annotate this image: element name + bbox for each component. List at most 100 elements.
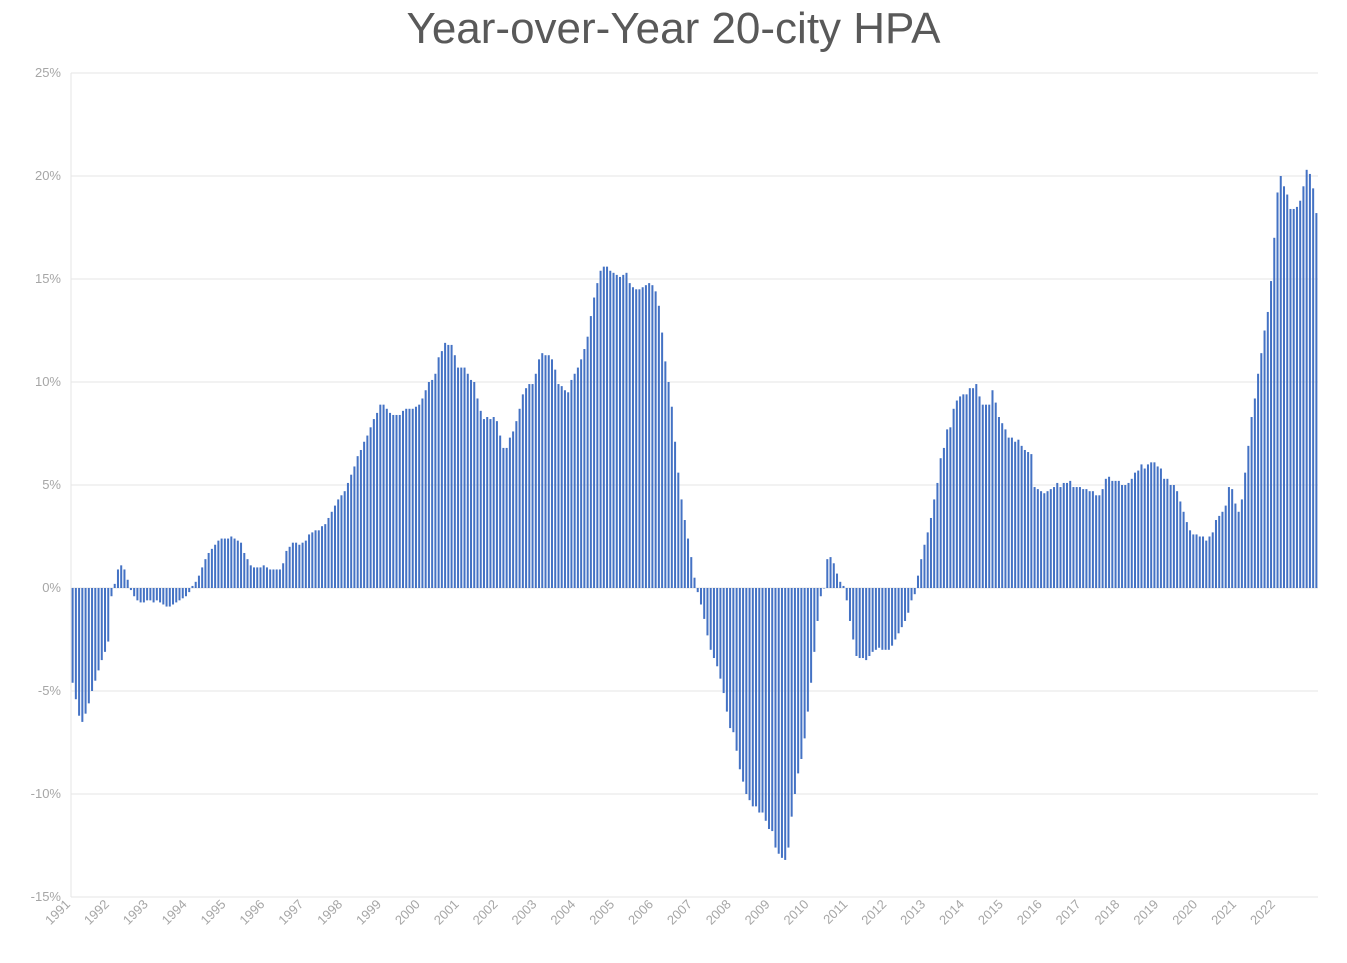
bar: [738, 588, 741, 770]
bar: [1237, 511, 1240, 588]
y-tick-label: 25%: [35, 65, 61, 80]
bar: [916, 575, 919, 588]
bar: [803, 588, 806, 739]
y-tick-label: -5%: [38, 683, 62, 698]
bar: [282, 563, 285, 588]
bar: [220, 538, 223, 588]
bar: [884, 588, 887, 650]
bar: [667, 382, 670, 588]
bar: [492, 417, 495, 588]
y-tick-label: 5%: [42, 477, 61, 492]
bar: [1010, 437, 1013, 588]
x-tick-label: 2010: [781, 897, 812, 928]
bar: [1121, 485, 1124, 588]
bar: [968, 388, 971, 588]
bar: [142, 588, 145, 603]
bar: [602, 266, 605, 588]
bar: [609, 270, 612, 588]
bar: [1065, 482, 1068, 588]
bar: [534, 373, 537, 588]
bar: [583, 349, 586, 588]
bar: [133, 588, 136, 597]
bar: [1244, 472, 1247, 588]
bar: [437, 357, 440, 588]
bar: [71, 588, 74, 683]
bar: [431, 379, 434, 588]
bar: [136, 588, 139, 601]
bar: [625, 272, 628, 588]
bar: [518, 408, 521, 588]
bar: [330, 511, 333, 588]
bar: [1166, 478, 1169, 588]
bar: [181, 588, 184, 599]
bar: [366, 435, 369, 588]
bar: [463, 367, 466, 588]
bar: [619, 276, 622, 588]
bar: [418, 404, 421, 588]
x-tick-label: 2011: [820, 897, 850, 927]
bar: [677, 472, 680, 588]
bar: [563, 390, 566, 588]
bar: [175, 588, 178, 603]
bar: [1137, 470, 1140, 588]
bar: [1176, 491, 1179, 588]
bar: [178, 588, 181, 601]
bar: [680, 499, 683, 588]
bar: [159, 588, 162, 603]
bar: [1192, 534, 1195, 588]
bar: [243, 552, 246, 588]
bar: [923, 544, 926, 588]
bar: [408, 408, 411, 588]
x-tick-label: 2017: [1053, 897, 1084, 928]
bar: [972, 388, 975, 588]
bar: [641, 287, 644, 588]
bar: [926, 532, 929, 588]
bar: [913, 588, 916, 595]
bar: [1020, 445, 1023, 588]
bar: [298, 544, 301, 588]
bar: [810, 588, 813, 683]
bar: [1056, 482, 1059, 588]
bar: [269, 569, 272, 588]
bar: [1082, 489, 1085, 588]
bar: [246, 559, 249, 588]
bar: [1049, 489, 1052, 588]
bar: [648, 283, 651, 588]
bar: [1062, 482, 1065, 588]
bar: [395, 414, 398, 588]
x-tick-label: 2018: [1091, 897, 1122, 928]
x-tick-label: 2016: [1014, 897, 1045, 928]
bar: [1227, 487, 1230, 588]
bar: [81, 588, 84, 722]
bar: [1224, 505, 1227, 588]
bar: [392, 414, 395, 588]
x-tick-label: 2003: [508, 897, 539, 928]
bar: [670, 406, 673, 588]
bar: [214, 544, 217, 588]
bar: [379, 404, 382, 588]
bar: [1091, 491, 1094, 588]
bar: [1282, 186, 1285, 589]
bar: [696, 588, 699, 593]
bar: [719, 588, 722, 679]
bar: [806, 588, 809, 712]
bar: [1198, 536, 1201, 588]
bar: [201, 567, 204, 588]
bar: [761, 588, 764, 813]
x-axis-tick-labels: 1991 1992 1993 1994 1995 1996 1997 1998 1999 2000…: [42, 897, 1278, 928]
bar: [1289, 208, 1292, 588]
bar: [1040, 491, 1043, 588]
bar: [573, 373, 576, 588]
bar: [256, 567, 259, 588]
bar: [91, 588, 94, 691]
x-tick-label: 2007: [664, 897, 695, 928]
bar: [499, 435, 502, 588]
bar: [444, 342, 447, 588]
bar: [1027, 452, 1030, 588]
bar: [457, 367, 460, 588]
bar: [994, 402, 997, 588]
x-tick-label: 1992: [81, 897, 112, 928]
bar: [1127, 482, 1130, 588]
x-tick-label: 2013: [897, 897, 928, 928]
